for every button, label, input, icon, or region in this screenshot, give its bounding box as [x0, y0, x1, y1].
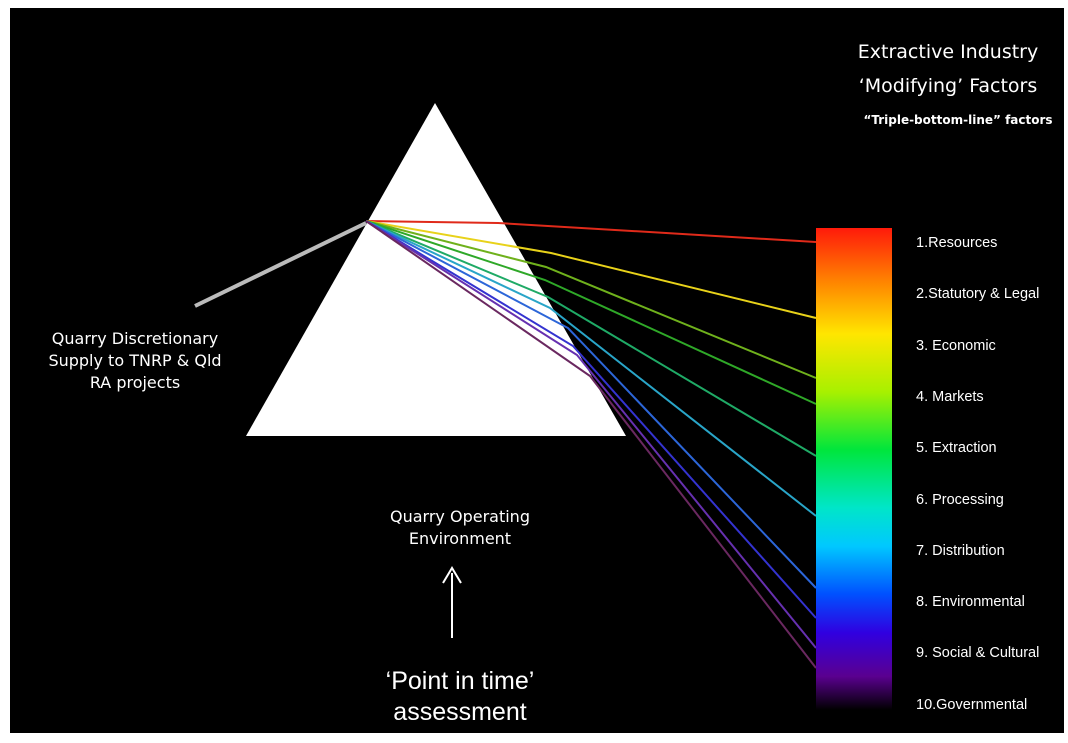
assessment-label-line-2: assessment [393, 698, 527, 726]
subtitle: “Triple-bottom-line” factors [863, 113, 1053, 127]
title-line-2: ‘Modifying’ Factors [858, 75, 1038, 97]
factor-label-5: 5. Extraction [916, 440, 997, 457]
ray-10 [365, 220, 817, 669]
diagram-slide: Extractive Industry ‘Modifying’ Factors … [10, 8, 1064, 733]
factor-label-10: 10.Governmental [916, 696, 1028, 713]
input-label: Quarry Discretionary Supply to TNRP & Ql… [30, 328, 240, 394]
color-spectrum-bar [816, 228, 892, 710]
factor-label-9: 9. Social & Cultural [916, 645, 1040, 662]
input-label-line-1: Quarry Discretionary [51, 329, 219, 348]
environment-label-line-1: Quarry Operating [390, 507, 530, 526]
title-line-1: Extractive Industry [857, 41, 1039, 63]
prism-diagram [194, 103, 892, 710]
up-arrow-icon [442, 566, 462, 584]
ray-2 [365, 220, 817, 319]
factor-label-3: 3. Economic [916, 337, 996, 354]
ray-1 [365, 220, 817, 243]
factor-label-2: 2.Statutory & Legal [916, 286, 1040, 303]
dispersed-rays [365, 220, 817, 669]
factor-label-1: 1.Resources [916, 235, 998, 251]
environment-label: Quarry Operating Environment [360, 506, 560, 550]
assessment-label-line-1: ‘Point in time’ [385, 667, 535, 695]
ray-6 [365, 220, 817, 517]
factor-label-6: 6. Processing [916, 491, 1004, 508]
ray-3 [365, 220, 817, 379]
factor-label-7: 7. Distribution [916, 542, 1005, 559]
environment-label-line-2: Environment [408, 529, 512, 548]
input-label-line-3: RA projects [89, 373, 181, 392]
ray-4 [365, 220, 817, 405]
factor-label-4: 4. Markets [916, 388, 984, 405]
ray-7 [365, 220, 817, 589]
assessment-label: ‘Point in time’ assessment [340, 666, 580, 728]
ray-8 [365, 220, 817, 619]
input-beam [194, 221, 367, 308]
ray-9 [365, 220, 817, 649]
factor-label-8: 8. Environmental [916, 594, 1025, 611]
input-label-line-2: Supply to TNRP & Qld [48, 351, 222, 370]
ray-5 [365, 220, 817, 457]
